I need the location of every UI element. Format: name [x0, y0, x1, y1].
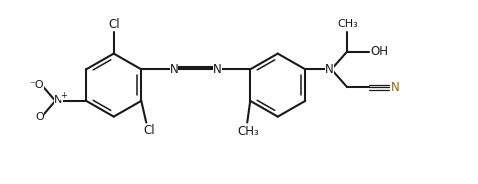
Text: N: N: [170, 63, 178, 76]
Text: O: O: [35, 112, 44, 122]
Text: N: N: [213, 63, 222, 76]
Text: ⁻O: ⁻O: [29, 80, 44, 90]
Text: Cl: Cl: [108, 17, 120, 31]
Text: Cl: Cl: [143, 124, 155, 137]
Text: N: N: [325, 63, 334, 76]
Text: N: N: [391, 81, 399, 94]
Text: N: N: [54, 95, 63, 105]
Text: CH₃: CH₃: [238, 125, 259, 138]
Text: +: +: [60, 91, 67, 100]
Text: OH: OH: [370, 45, 388, 58]
Text: CH₃: CH₃: [337, 19, 358, 29]
